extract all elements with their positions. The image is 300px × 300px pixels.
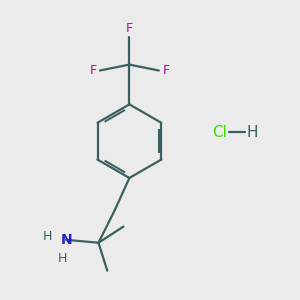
Text: Cl: Cl (212, 125, 227, 140)
Text: H: H (247, 125, 258, 140)
Text: F: F (89, 64, 96, 77)
Text: F: F (126, 22, 133, 35)
Text: N: N (60, 233, 72, 247)
Text: H: H (58, 252, 67, 265)
Text: F: F (162, 64, 169, 77)
Text: H: H (43, 230, 52, 243)
